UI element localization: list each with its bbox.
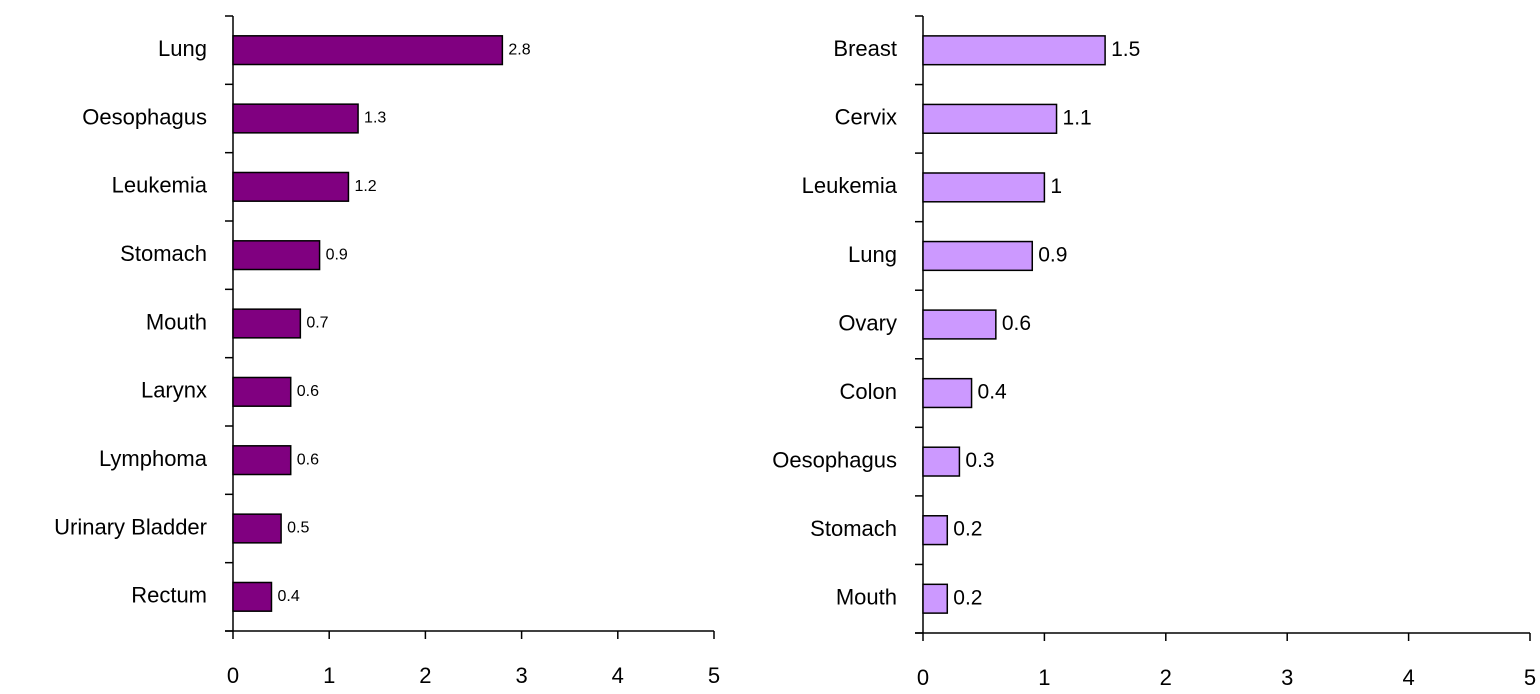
bar [232, 581, 273, 612]
category-label: Ovary [838, 310, 897, 335]
bar [922, 35, 1106, 66]
bar [922, 583, 949, 614]
category-label: Oesophagus [772, 447, 897, 472]
category-label: Cervix [835, 105, 897, 130]
x-tick-label: 3 [1281, 665, 1293, 690]
value-label: 1.2 [354, 178, 376, 195]
bar [232, 376, 292, 407]
x-tick-label: 3 [515, 663, 527, 688]
category-label: Lymphoma [99, 446, 208, 471]
value-label: 1.3 [364, 110, 386, 127]
value-label: 1.5 [1111, 38, 1140, 61]
bar [922, 377, 973, 409]
x-tick-label: 0 [227, 663, 239, 688]
value-label: 2.8 [508, 41, 530, 58]
category-label: Leukemia [112, 173, 208, 198]
x-tick-label: 4 [612, 663, 624, 688]
bar [232, 35, 504, 66]
bar [232, 103, 359, 134]
value-label: 0.5 [287, 520, 309, 537]
category-label: Leukemia [802, 173, 898, 198]
category-label: Urinary Bladder [54, 514, 207, 539]
category-label: Stomach [120, 241, 207, 266]
category-label: Mouth [146, 309, 207, 334]
x-tick-label: 1 [323, 663, 335, 688]
category-label: Oesophagus [82, 104, 207, 129]
value-label: 0.3 [965, 449, 994, 472]
value-label: 0.4 [978, 381, 1008, 404]
category-label: Stomach [810, 516, 897, 541]
x-tick-label: 4 [1402, 665, 1414, 690]
value-label: 1 [1050, 175, 1062, 198]
bar [232, 171, 350, 202]
x-tick-label: 0 [917, 665, 929, 690]
value-label: 0.9 [326, 246, 348, 263]
category-label: Lung [848, 242, 897, 267]
value-label: 0.4 [277, 588, 299, 605]
value-label: 0.6 [1002, 312, 1031, 335]
x-tick-label: 5 [1524, 665, 1536, 690]
value-label: 0.2 [953, 518, 982, 541]
x-tick-label: 1 [1038, 665, 1050, 690]
bar [922, 103, 1058, 134]
category-label: Larynx [141, 378, 207, 403]
value-label: 0.7 [306, 315, 328, 332]
category-label: Lung [158, 36, 207, 61]
bar [232, 513, 282, 544]
bar [922, 446, 961, 477]
category-label: Colon [840, 379, 897, 404]
x-tick-label: 5 [708, 663, 720, 688]
value-label: 0.6 [297, 383, 319, 400]
bar [922, 309, 997, 340]
bar [922, 172, 1046, 203]
x-tick-label: 2 [419, 663, 431, 688]
value-label: 0.6 [297, 451, 319, 468]
category-label: Mouth [836, 585, 897, 610]
value-label: 1.1 [1063, 106, 1092, 129]
category-label: Breast [833, 36, 897, 61]
bar [232, 308, 302, 339]
x-tick-label: 2 [1160, 665, 1172, 690]
value-label: 0.9 [1038, 243, 1067, 266]
bar [922, 240, 1034, 272]
bar [232, 240, 321, 271]
bar [922, 515, 949, 546]
category-label: Rectum [131, 583, 207, 608]
value-label: 0.2 [953, 586, 982, 609]
bar [232, 445, 292, 476]
